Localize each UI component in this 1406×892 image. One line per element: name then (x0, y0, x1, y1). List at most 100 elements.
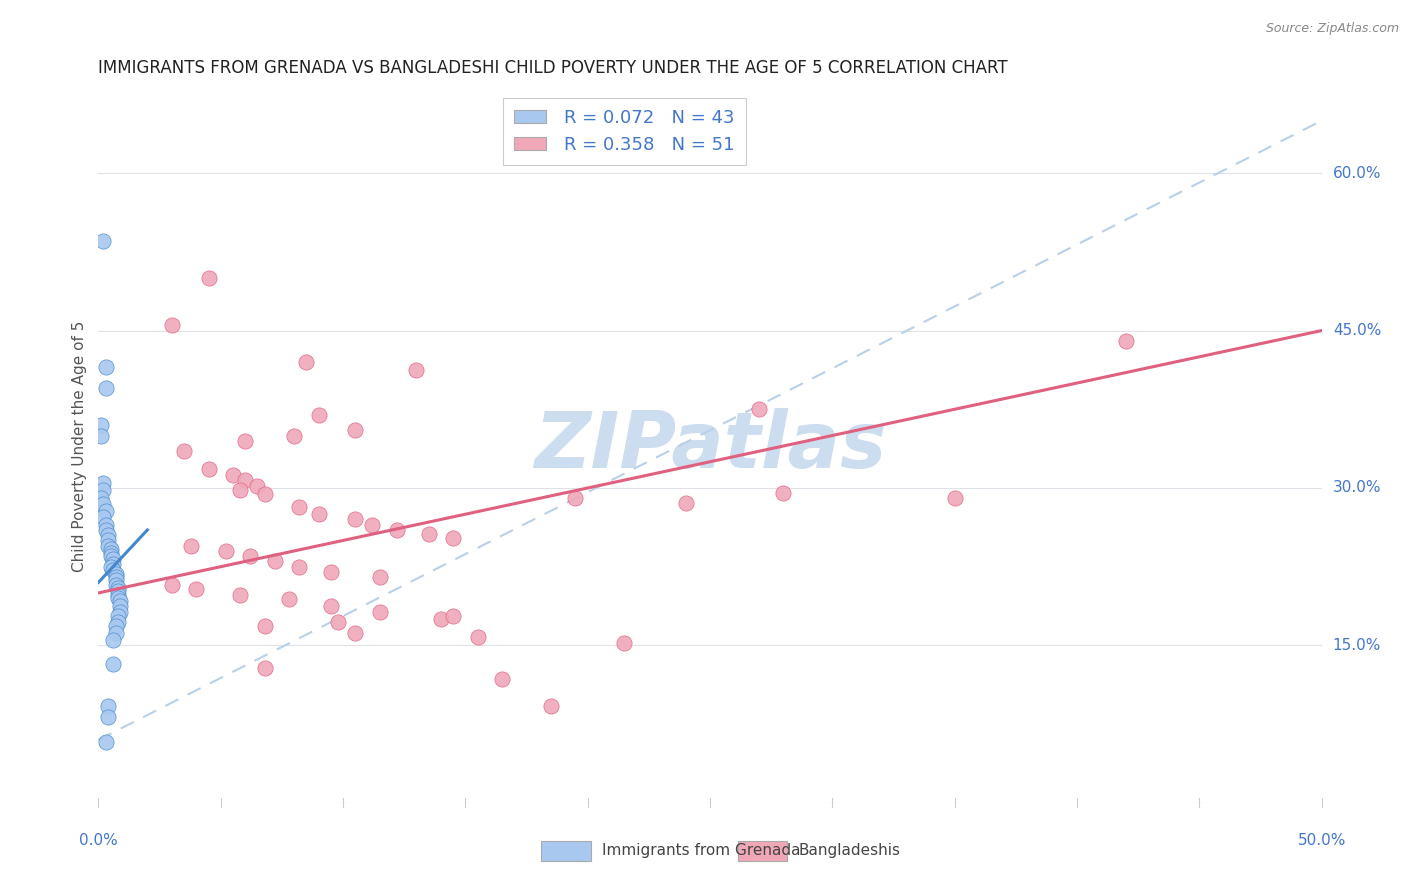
Point (107, 583, 129, 598)
Point (344, 625, 367, 640)
Text: 30.0%: 30.0% (1333, 481, 1381, 495)
Point (308, 408, 330, 422)
Point (288, 559, 311, 574)
Point (107, 591, 129, 606)
Point (101, 557, 124, 571)
Point (101, 657, 124, 672)
Point (233, 434, 256, 448)
Point (104, 625, 127, 640)
Point (91, 483, 114, 497)
Point (104, 574, 127, 588)
Text: Source: ZipAtlas.com: Source: ZipAtlas.com (1265, 22, 1399, 36)
Point (90, 417, 112, 432)
Point (107, 581, 129, 595)
Point (344, 423, 367, 437)
Point (295, 355, 318, 369)
Point (94, 517, 117, 532)
Point (214, 544, 236, 558)
Point (441, 532, 464, 546)
Text: ZIPatlas: ZIPatlas (534, 408, 886, 484)
Point (361, 517, 384, 532)
Point (180, 539, 202, 553)
Point (91, 475, 114, 490)
Point (368, 605, 391, 619)
Point (90, 428, 112, 442)
Text: 50.0%: 50.0% (1298, 833, 1346, 848)
Point (104, 567, 127, 582)
Point (385, 523, 408, 537)
Point (101, 563, 124, 577)
Point (160, 318, 183, 333)
Point (233, 473, 256, 487)
Point (94, 523, 117, 537)
Point (222, 468, 245, 483)
Point (229, 483, 252, 497)
Text: 0.0%: 0.0% (79, 833, 118, 848)
Legend: R = 0.072   N = 43, R = 0.358   N = 51: R = 0.072 N = 43, R = 0.358 N = 51 (503, 98, 745, 165)
Point (91, 510, 114, 524)
Point (100, 546, 122, 560)
Point (772, 486, 794, 500)
Point (94, 735, 117, 749)
Point (90, 491, 112, 506)
Point (107, 615, 129, 630)
Point (160, 577, 183, 591)
Point (97, 539, 120, 553)
Point (100, 559, 122, 574)
Point (430, 612, 453, 626)
Point (197, 271, 219, 285)
Point (101, 552, 124, 566)
Point (308, 507, 330, 521)
Point (91, 235, 114, 249)
Text: 45.0%: 45.0% (1333, 323, 1381, 338)
Point (253, 487, 276, 501)
Point (253, 619, 276, 633)
Point (101, 633, 124, 648)
Point (319, 565, 342, 579)
Y-axis label: Child Poverty Under the Age of 5: Child Poverty Under the Age of 5 (72, 320, 87, 572)
Point (97, 710, 120, 724)
Point (186, 582, 208, 596)
Point (675, 496, 697, 510)
Point (418, 527, 440, 541)
Point (110, 594, 132, 608)
Point (91, 497, 114, 511)
Point (197, 462, 219, 476)
Text: 60.0%: 60.0% (1333, 166, 1381, 181)
Point (288, 500, 311, 514)
Point (613, 636, 636, 650)
Point (107, 588, 129, 602)
Point (405, 363, 427, 377)
Point (283, 428, 305, 442)
Point (278, 592, 301, 607)
Point (368, 570, 391, 584)
Point (97, 528, 120, 542)
Point (173, 444, 195, 458)
Point (943, 491, 966, 506)
Text: 15.0%: 15.0% (1333, 638, 1381, 653)
Point (239, 549, 262, 564)
Point (344, 512, 367, 526)
Point (253, 661, 276, 675)
Point (229, 588, 252, 602)
Point (748, 402, 770, 417)
Point (441, 609, 464, 624)
Point (564, 491, 586, 506)
Point (104, 570, 127, 584)
Point (94, 360, 117, 375)
Point (107, 609, 129, 624)
Point (100, 541, 122, 556)
Text: Immigrants from Grenada: Immigrants from Grenada (602, 844, 800, 858)
Point (491, 672, 513, 686)
Point (94, 381, 117, 395)
Point (246, 479, 269, 493)
Point (97, 699, 120, 714)
Point (100, 549, 122, 564)
Text: Bangladeshis: Bangladeshis (799, 844, 901, 858)
Point (1115, 334, 1137, 348)
Point (540, 699, 562, 714)
Point (263, 554, 285, 568)
Point (467, 630, 489, 644)
Point (328, 615, 350, 630)
Point (110, 605, 132, 619)
